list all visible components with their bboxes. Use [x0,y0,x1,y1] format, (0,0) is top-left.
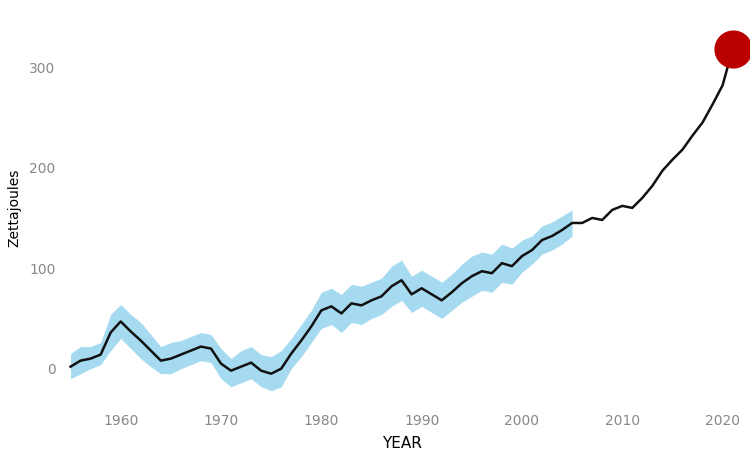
Point [727,45,739,53]
X-axis label: YEAR: YEAR [382,436,422,451]
Y-axis label: Zettajoules: Zettajoules [7,169,21,247]
